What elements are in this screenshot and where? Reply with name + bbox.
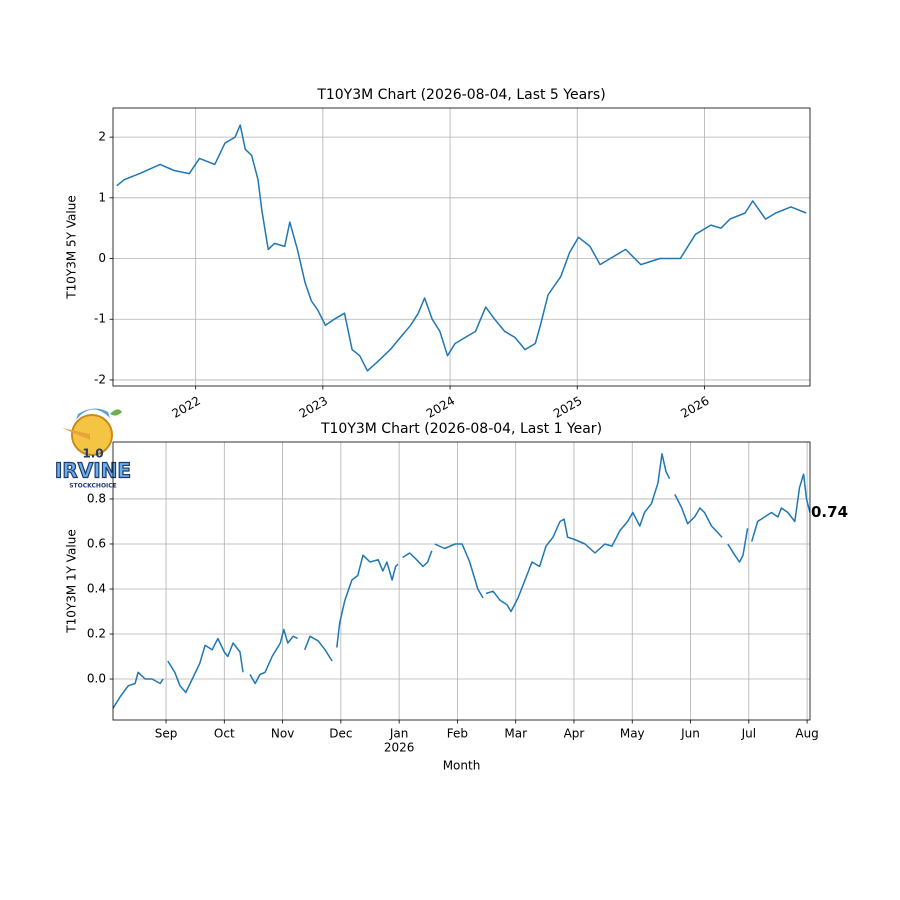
axes-frame xyxy=(112,107,811,387)
x-tick-label: Apr xyxy=(564,727,585,741)
logo: 1.0 IRVINE STOCKCHOICE xyxy=(54,408,132,490)
y-tick-label: 0.0 xyxy=(87,672,106,686)
y-tick-label: 2 xyxy=(98,130,106,144)
x-tick-label: Feb xyxy=(447,727,468,741)
logo-name: IRVINE xyxy=(55,459,131,483)
logo-leaf xyxy=(110,409,122,416)
x-tick-label: Dec xyxy=(329,727,352,741)
y-tick-label: 0.4 xyxy=(87,581,106,595)
logo-version: 1.0 xyxy=(82,447,103,461)
data-line xyxy=(116,124,807,372)
x-tick-label: Sep xyxy=(155,727,178,741)
y-axis-label: T10Y3M 5Y Value xyxy=(65,195,79,299)
x-tick-label: Jan xyxy=(389,727,409,741)
x-tick-label: Jul xyxy=(741,727,756,741)
x-tick-label: May xyxy=(620,727,645,741)
x-tick-label: Jun xyxy=(680,727,700,741)
x-tick-sublabel: 2026 xyxy=(384,741,415,755)
x-tick-label: Aug xyxy=(795,727,818,741)
y-axis-label: T10Y3M 1Y Value xyxy=(65,529,79,633)
y-tick-label: 0.2 xyxy=(87,627,106,641)
y-tick-label: -1 xyxy=(94,312,106,326)
axes-frame xyxy=(112,441,811,721)
last-value-label: 0.74 xyxy=(811,503,848,521)
logo-nose xyxy=(62,428,90,440)
logo-face xyxy=(71,414,113,456)
x-tick-label: Mar xyxy=(504,727,527,741)
y-tick-label: 0.6 xyxy=(87,536,106,550)
chart-title: T10Y3M Chart (2026-08-04, Last 5 Years) xyxy=(316,87,605,103)
x-tick-label: Nov xyxy=(271,727,294,741)
x-axis-label: Month xyxy=(443,759,481,773)
logo-tagline: STOCKCHOICE xyxy=(69,483,117,490)
y-tick-label: 1 xyxy=(98,190,106,204)
x-tick-label: Oct xyxy=(214,727,235,741)
chart-title: T10Y3M Chart (2026-08-04, Last 1 Year) xyxy=(320,421,602,437)
y-tick-label: 0.8 xyxy=(87,491,106,505)
logo-hat xyxy=(76,408,110,420)
y-tick-label: -2 xyxy=(94,372,106,386)
y-tick-label: 0 xyxy=(98,251,106,265)
data-line xyxy=(113,453,810,709)
